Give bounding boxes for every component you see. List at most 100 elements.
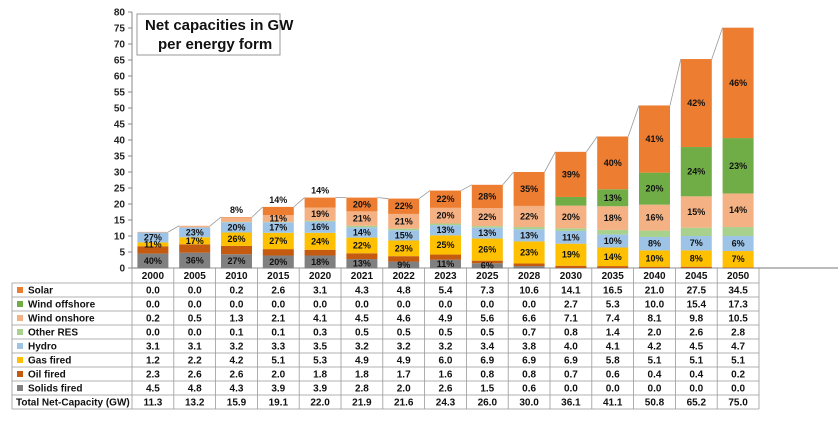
- segment-percent-label: 26%: [478, 245, 496, 255]
- table-cell: 4.7: [731, 342, 745, 353]
- table-cell: 30.0: [519, 398, 539, 409]
- segment-percent-label: 25%: [436, 240, 454, 250]
- bar-segment-wind-offshore: [555, 196, 587, 206]
- bar-segment-hydro: [304, 221, 336, 233]
- bar-segment-oil-fired: [680, 266, 712, 268]
- bar-segment-wind-onshore: [221, 217, 252, 222]
- segment-percent-label: 21%: [353, 214, 371, 224]
- segment-percent-label: 20%: [269, 257, 287, 267]
- x-category-label: 2000: [142, 271, 165, 282]
- bar-segment-gas-fired: [471, 238, 503, 261]
- x-category-label: 2020: [309, 271, 332, 282]
- x-category-label: 2030: [560, 271, 583, 282]
- table-cell: 0.5: [397, 328, 411, 339]
- table-cell: 0.0: [731, 384, 745, 395]
- segment-percent-label: 8%: [690, 254, 703, 264]
- table-row-label: Solar: [28, 286, 53, 297]
- table-cell: 1.3: [230, 314, 244, 325]
- segment-percent-label: 16%: [311, 222, 329, 232]
- segment-percent-label: 21%: [395, 216, 413, 226]
- table-cell: 0.7: [522, 328, 536, 339]
- bar-segment-solar: [388, 198, 420, 214]
- bar-segment-solar: [471, 184, 503, 209]
- table-cell: 2.1: [271, 314, 285, 325]
- table-cell: 50.8: [645, 398, 665, 409]
- bar-segment-hydro: [597, 234, 629, 248]
- table-cell: 0.0: [188, 286, 202, 297]
- bar-segment-gas-fired: [179, 237, 211, 245]
- table-cell: 4.9: [355, 356, 369, 367]
- table-cell: 0.6: [522, 384, 536, 395]
- segment-percent-label: 17%: [269, 223, 287, 233]
- bar-segment-wind-offshore: [680, 147, 712, 197]
- legend-swatch: [17, 315, 23, 321]
- bar-segment-oil-fired: [597, 266, 629, 268]
- table-cell: 5.6: [480, 314, 494, 325]
- bar-connector-line: [711, 27, 723, 60]
- segment-percent-label: 8%: [648, 239, 661, 249]
- table-cell: 22.0: [310, 398, 330, 409]
- bar-segment-solar: [221, 217, 252, 218]
- bar-segment-oil-fired: [262, 249, 294, 256]
- bar-segment-other-res: [430, 223, 461, 226]
- x-category-label: 2025: [476, 271, 499, 282]
- segment-percent-label: 6%: [481, 261, 494, 271]
- y-tick-label: 60: [114, 72, 126, 83]
- table-cell: 0.0: [188, 300, 202, 311]
- x-category-label: 2022: [393, 271, 416, 282]
- table-cell: 21.6: [394, 398, 414, 409]
- table-cell: 2.6: [439, 384, 453, 395]
- segment-percent-label: 22%: [395, 201, 413, 211]
- table-cell: 5.1: [689, 356, 703, 367]
- table-cell: 6.9: [480, 356, 494, 367]
- bar-segment-gas-fired: [639, 250, 670, 267]
- bar-segment-other-res: [388, 228, 420, 231]
- table-cell: 65.2: [687, 398, 707, 409]
- segment-percent-label: 27%: [227, 256, 245, 266]
- bar-connector-line: [460, 184, 472, 191]
- bar-segment-hydro: [430, 225, 461, 236]
- segment-percent-label: 24%: [311, 236, 329, 246]
- bar-segment-oil-fired: [137, 246, 169, 254]
- table-cell: 24.3: [436, 398, 456, 409]
- table-cell: 75.0: [728, 398, 748, 409]
- table-cell: 0.5: [480, 328, 494, 339]
- bar-connector-line: [293, 197, 305, 208]
- table-cell: 36.1: [561, 398, 581, 409]
- table-cell: 0.2: [146, 314, 160, 325]
- table-cell: 5.8: [606, 356, 620, 367]
- bar-segment-oil-fired: [179, 244, 211, 253]
- segment-percent-label: 14%: [729, 205, 747, 215]
- x-category-label: 2010: [225, 271, 248, 282]
- bar-segment-gas-fired: [388, 240, 420, 257]
- x-category-label: 2028: [518, 271, 541, 282]
- bar-segment-wind-onshore: [722, 193, 754, 228]
- segment-percent-label: 40%: [144, 256, 162, 266]
- bar-segment-solar: [597, 136, 629, 190]
- table-cell: 17.3: [728, 300, 748, 311]
- bar-segment-solids-fired: [513, 266, 545, 268]
- y-tick-label: 45: [114, 120, 126, 131]
- legend-swatch: [17, 329, 23, 335]
- y-tick-label: 75: [114, 24, 126, 35]
- above-bar-percent-label: 14%: [311, 186, 329, 196]
- segment-percent-label: 23%: [395, 243, 413, 253]
- segment-percent-label: 13%: [478, 228, 496, 238]
- segment-percent-label: 15%: [395, 230, 413, 240]
- table-cell: 15.4: [687, 300, 707, 311]
- bar-segment-wind-offshore: [639, 172, 670, 205]
- table-cell: 0.8: [564, 328, 578, 339]
- table-cell: 6.0: [439, 356, 453, 367]
- table-cell: 0.0: [230, 300, 244, 311]
- table-cell: 0.0: [439, 300, 453, 311]
- segment-percent-label: 36%: [186, 255, 204, 265]
- table-cell: 1.4: [606, 328, 620, 339]
- bar-segment-oil-fired: [221, 245, 252, 255]
- bar-segment-hydro: [346, 227, 378, 238]
- table-cell: 0.0: [564, 384, 578, 395]
- table-cell: 0.0: [146, 328, 160, 339]
- bar-segment-other-res: [680, 227, 712, 236]
- segment-percent-label: 20%: [645, 184, 663, 194]
- bar-connector-line: [502, 171, 514, 186]
- bar-segment-wind-onshore: [430, 207, 461, 224]
